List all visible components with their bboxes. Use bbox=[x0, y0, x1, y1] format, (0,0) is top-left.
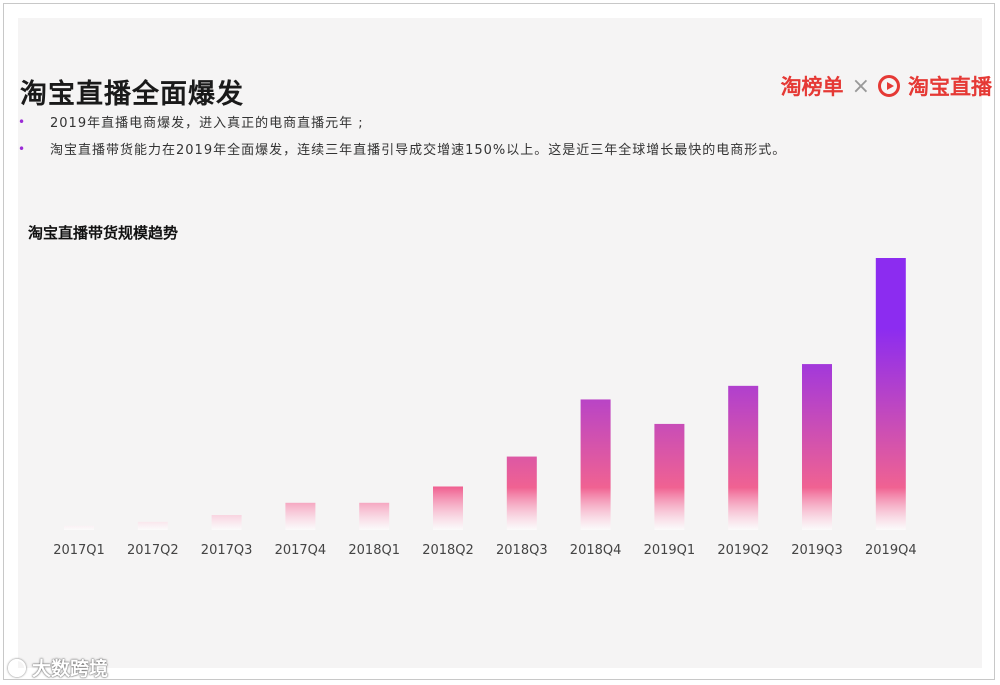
chart-title: 淘宝直播带货规模趋势 bbox=[28, 224, 179, 242]
watermark: 大数跨境 bbox=[8, 654, 108, 681]
bar-2017Q3 bbox=[211, 515, 242, 530]
page-title: 淘宝直播全面爆发 bbox=[20, 79, 244, 110]
x-tick-label: 2019Q4 bbox=[865, 543, 917, 558]
taobao-live-logo: 淘宝直播 bbox=[908, 75, 992, 99]
bullet-text: 淘宝直播带货能力在2019年全面爆发，连续三年直播引导成交增速150%以上。这是… bbox=[50, 143, 787, 158]
bar-2019Q3 bbox=[802, 364, 832, 530]
x-tick-label: 2018Q1 bbox=[348, 543, 400, 558]
bullet-dot-icon: • bbox=[18, 114, 27, 129]
bar-2018Q4 bbox=[580, 399, 611, 530]
x-tick-label: 2017Q4 bbox=[275, 543, 327, 558]
bullet-item: • 淘宝直播带货能力在2019年全面爆发，连续三年直播引导成交增速150%以上。… bbox=[18, 139, 787, 159]
bar-2019Q4 bbox=[875, 258, 906, 530]
taobao-live-logo-icon bbox=[878, 75, 900, 97]
bar-2017Q2 bbox=[137, 521, 168, 530]
x-tick-label: 2017Q3 bbox=[201, 543, 253, 558]
x-tick-label: 2019Q2 bbox=[717, 543, 769, 558]
bullet-item: • 2019年直播电商爆发，进入真正的电商直播元年 ; bbox=[18, 112, 786, 132]
bullet-dot-icon: • bbox=[18, 141, 27, 156]
x-tick-label: 2018Q2 bbox=[422, 543, 474, 558]
bar-2017Q4 bbox=[285, 502, 316, 530]
bar-2018Q3 bbox=[506, 456, 537, 530]
bullet-list: • 2019年直播电商爆发，进入真正的电商直播元年 ; • 淘宝直播带货能力在2… bbox=[18, 112, 786, 166]
bar-2017Q1 bbox=[64, 525, 94, 530]
bar-2019Q1 bbox=[654, 423, 685, 530]
x-tick-label: 2019Q3 bbox=[791, 543, 843, 558]
bar-2018Q1 bbox=[359, 502, 390, 530]
x-tick-label: 2018Q3 bbox=[496, 543, 548, 558]
watermark-logo-icon bbox=[8, 658, 26, 677]
logo-separator: × bbox=[851, 73, 870, 99]
taobangdan-logo: 淘榜单 bbox=[780, 75, 844, 99]
x-tick-label: 2018Q4 bbox=[570, 543, 622, 558]
watermark-text: 大数跨境 bbox=[32, 658, 109, 680]
bar-2019Q2 bbox=[728, 385, 759, 530]
brand-logos: 淘榜单 × 淘宝直播 bbox=[781, 70, 992, 102]
bullet-text: 2019年直播电商爆发，进入真正的电商直播元年 ; bbox=[50, 116, 364, 131]
slide bbox=[18, 18, 982, 668]
x-tick-label: 2017Q1 bbox=[53, 543, 105, 558]
bar-2018Q2 bbox=[433, 486, 463, 530]
x-tick-label: 2017Q2 bbox=[127, 543, 179, 558]
x-tick-label: 2019Q1 bbox=[644, 543, 696, 558]
